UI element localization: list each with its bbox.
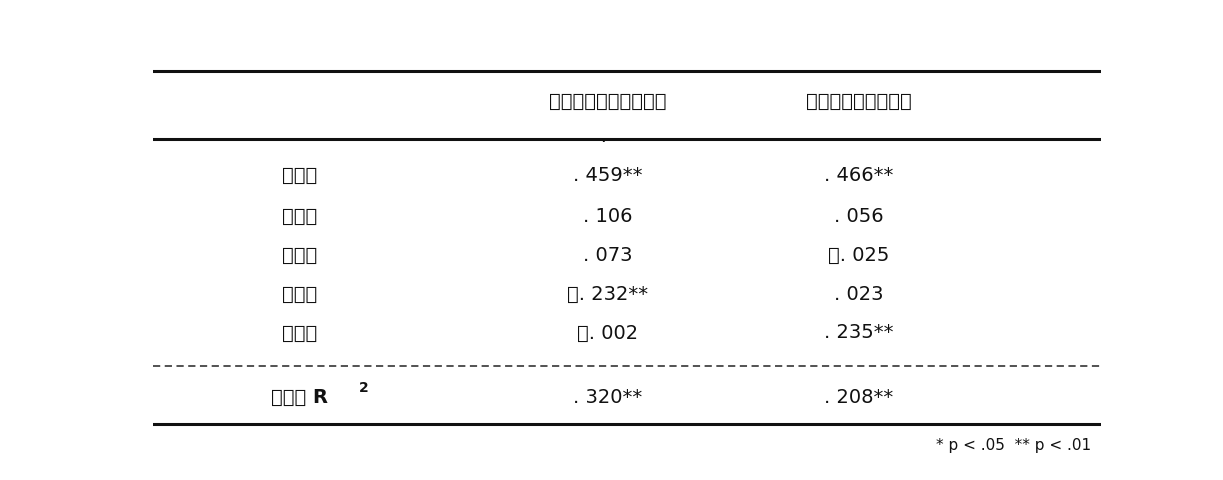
Text: . 466**: . 466** — [824, 167, 894, 185]
Text: 影響力: 影響力 — [283, 285, 318, 304]
Text: 担い手の役割期待違反: 担い手の役割期待違反 — [549, 92, 667, 110]
Text: 知　識: 知 識 — [283, 246, 318, 265]
Text: －. 232**: －. 232** — [567, 285, 648, 304]
Text: 正当性: 正当性 — [283, 324, 318, 342]
Text: . 208**: . 208** — [824, 388, 894, 407]
Text: －. 002: －. 002 — [577, 324, 638, 342]
Text: 無力感: 無力感 — [283, 167, 318, 185]
Text: . 106: . 106 — [583, 207, 632, 226]
Text: . 459**: . 459** — [574, 167, 642, 185]
Text: * p < .05  ** p < .01: * p < .05 ** p < .01 — [936, 438, 1091, 453]
Text: 2: 2 — [358, 382, 368, 396]
Text: . 073: . 073 — [583, 246, 632, 265]
Text: . 023: . 023 — [834, 285, 884, 304]
Text: . 056: . 056 — [834, 207, 884, 226]
Text: 政治過程の不透明性: 政治過程の不透明性 — [806, 92, 912, 110]
Text: . 320**: . 320** — [574, 388, 642, 407]
Text: . 235**: . 235** — [824, 324, 894, 342]
Text: .: . — [600, 128, 605, 146]
Text: －. 025: －. 025 — [828, 246, 889, 265]
Text: 判断力: 判断力 — [283, 207, 318, 226]
Text: 調整済 R: 調整済 R — [272, 388, 328, 407]
